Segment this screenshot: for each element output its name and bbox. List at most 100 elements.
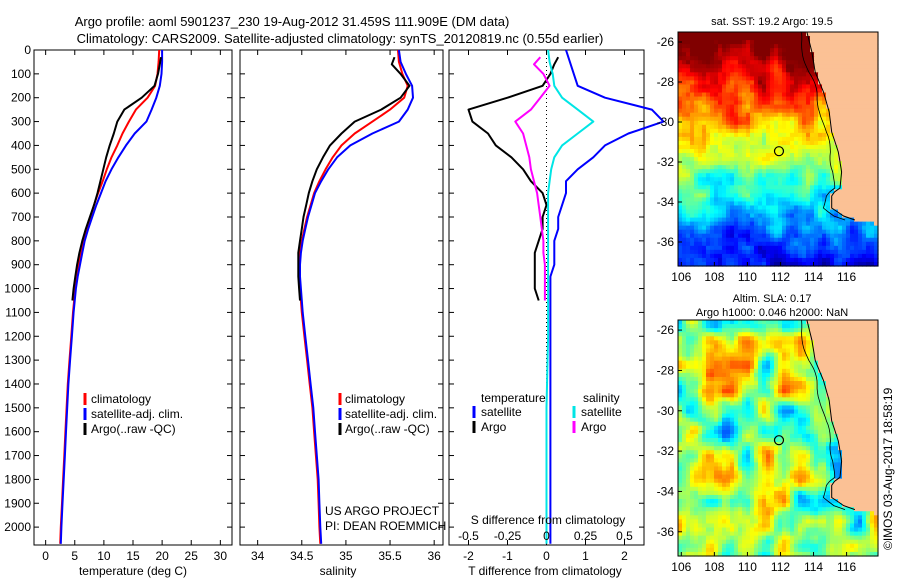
map-cell — [766, 173, 771, 178]
map-cell — [866, 385, 871, 390]
map-cell — [802, 68, 807, 73]
map-cell — [814, 405, 819, 411]
map-cell — [866, 189, 871, 194]
map-cell — [778, 429, 783, 435]
map-cell — [682, 177, 687, 182]
map-cell — [734, 397, 739, 402]
map-cell — [810, 201, 815, 207]
map-cell — [686, 173, 691, 178]
map-cell — [706, 193, 711, 199]
map-cell — [686, 56, 691, 61]
map-cell — [758, 52, 763, 57]
map-cell — [782, 429, 787, 435]
map-cell — [718, 249, 723, 255]
map-cell — [786, 72, 791, 77]
map-cell — [682, 385, 687, 390]
map-cell — [814, 348, 819, 354]
map-cell — [798, 320, 803, 325]
map-cell — [846, 185, 851, 190]
map-cell — [746, 124, 751, 130]
map-cell — [734, 32, 739, 37]
map-cell — [682, 181, 687, 186]
map-cell — [850, 352, 855, 358]
map-cell — [866, 360, 871, 366]
map-cell — [842, 385, 847, 390]
map-cell — [722, 104, 727, 110]
map-cell — [838, 381, 843, 386]
map-cell — [790, 48, 795, 53]
map-cell — [762, 128, 767, 134]
map-cell — [678, 462, 683, 468]
map-cell — [778, 446, 783, 451]
map-cell — [718, 261, 723, 267]
map-cell — [686, 324, 691, 329]
map-cell — [870, 320, 875, 325]
map-cell — [778, 201, 783, 207]
map-cell — [738, 136, 743, 142]
map-cell — [802, 417, 807, 423]
map-cell — [762, 257, 767, 263]
map-cell — [854, 193, 859, 199]
map-cell — [854, 165, 859, 170]
map-cell — [690, 413, 695, 419]
map-cell — [854, 446, 859, 451]
map-cell — [858, 324, 863, 329]
map-cell — [738, 92, 743, 98]
map-cell — [714, 261, 719, 267]
map-cell — [754, 458, 759, 464]
map-cell — [798, 401, 803, 407]
map-cell — [730, 112, 735, 118]
argo-position-marker — [773, 146, 785, 157]
map-cell — [746, 112, 751, 118]
map-cell — [850, 32, 855, 37]
map-cell — [706, 157, 711, 162]
map-cell — [866, 217, 871, 223]
map-cell — [710, 245, 715, 251]
map-cell — [710, 193, 715, 199]
map-cell — [854, 442, 859, 447]
map-cell — [698, 217, 703, 223]
map-cell — [710, 124, 715, 130]
map-cell — [770, 76, 775, 82]
map-cell — [854, 360, 859, 366]
map-cell — [758, 108, 763, 114]
map-cell — [766, 120, 771, 126]
map-cell — [802, 112, 807, 118]
map-cell — [822, 385, 827, 390]
map-cell — [754, 450, 759, 455]
map-cell — [862, 401, 867, 407]
map-cell — [758, 389, 763, 394]
map-cell — [730, 56, 735, 61]
map-cell — [806, 385, 811, 390]
map-cell — [822, 112, 827, 118]
map-cell — [758, 393, 763, 398]
map-cell — [726, 397, 731, 402]
map-cell — [766, 344, 771, 350]
map-cell — [854, 393, 859, 398]
map-cell — [718, 413, 723, 419]
map-cell — [706, 438, 711, 443]
map-cell — [782, 120, 787, 126]
map-cell — [822, 438, 827, 443]
map-cell — [830, 381, 835, 386]
map-cell — [842, 108, 847, 114]
map-cell — [854, 253, 859, 259]
map-cell — [742, 136, 747, 142]
map-cell — [742, 442, 747, 447]
map-cell — [830, 413, 835, 419]
map-cell — [762, 140, 767, 146]
x-tick-label: -1 — [502, 549, 513, 563]
map-cell — [794, 116, 799, 122]
map-cell — [694, 225, 699, 231]
map-cell — [774, 124, 779, 130]
map-cell — [754, 201, 759, 207]
map-cell — [862, 112, 867, 118]
map-cell — [758, 36, 763, 41]
map-cell — [702, 165, 707, 170]
map-cell — [822, 261, 827, 267]
map-cell — [718, 409, 723, 415]
map-cell — [774, 173, 779, 178]
map-cell — [822, 169, 827, 174]
map-cell — [782, 245, 787, 251]
map-cell — [774, 458, 779, 464]
